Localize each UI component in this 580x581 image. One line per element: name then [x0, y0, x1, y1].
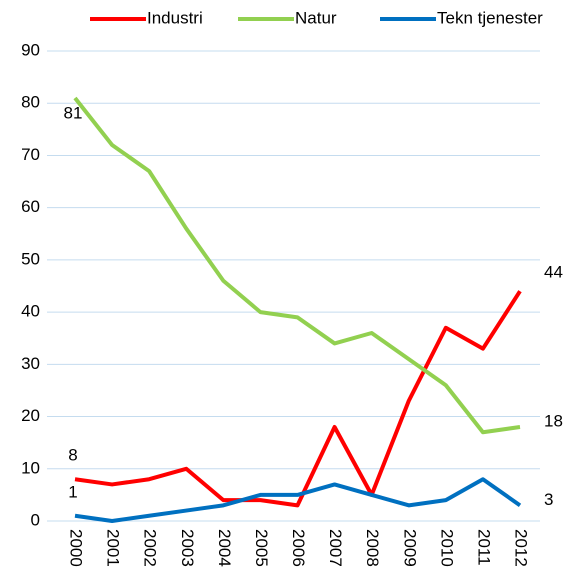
data-label: 44	[544, 263, 563, 282]
series-line	[73, 96, 521, 435]
x-tick-label: 2007	[326, 529, 345, 567]
y-tick-label: 80	[21, 93, 40, 112]
x-tick-label: 2003	[178, 529, 197, 567]
x-tick-label: 2008	[363, 529, 382, 567]
x-tick-label: 2000	[67, 529, 86, 567]
x-tick-label: 2012	[512, 529, 531, 567]
y-tick-label: 90	[21, 40, 40, 59]
y-tick-label: 40	[21, 302, 40, 321]
data-label: 3	[544, 490, 553, 509]
y-tick-label: 20	[21, 406, 40, 425]
legend-label: Tekn tjenester	[437, 8, 543, 27]
data-label: 8	[68, 446, 77, 465]
legend-label: Natur	[295, 8, 337, 27]
series-line	[74, 290, 522, 508]
y-tick-label: 30	[21, 354, 40, 373]
x-tick-label: 2009	[400, 529, 419, 567]
data-label: 18	[544, 411, 563, 430]
x-tick-label: 2004	[215, 529, 234, 567]
data-label: 1	[68, 482, 77, 501]
y-tick-label: 70	[21, 145, 40, 164]
x-tick-label: 2005	[252, 529, 271, 567]
x-tick-label: 2011	[474, 529, 493, 566]
series-line	[74, 477, 522, 523]
x-tick-label: 2006	[289, 529, 308, 567]
y-tick-label: 0	[31, 510, 40, 529]
legend-label: Industri	[147, 8, 203, 27]
y-tick-label: 60	[21, 197, 40, 216]
x-tick-label: 2010	[437, 529, 456, 567]
data-label: 81	[64, 103, 83, 122]
y-tick-label: 10	[21, 458, 40, 477]
y-tick-label: 50	[21, 249, 40, 268]
x-tick-label: 2002	[141, 529, 160, 567]
x-tick-label: 2001	[104, 529, 123, 567]
